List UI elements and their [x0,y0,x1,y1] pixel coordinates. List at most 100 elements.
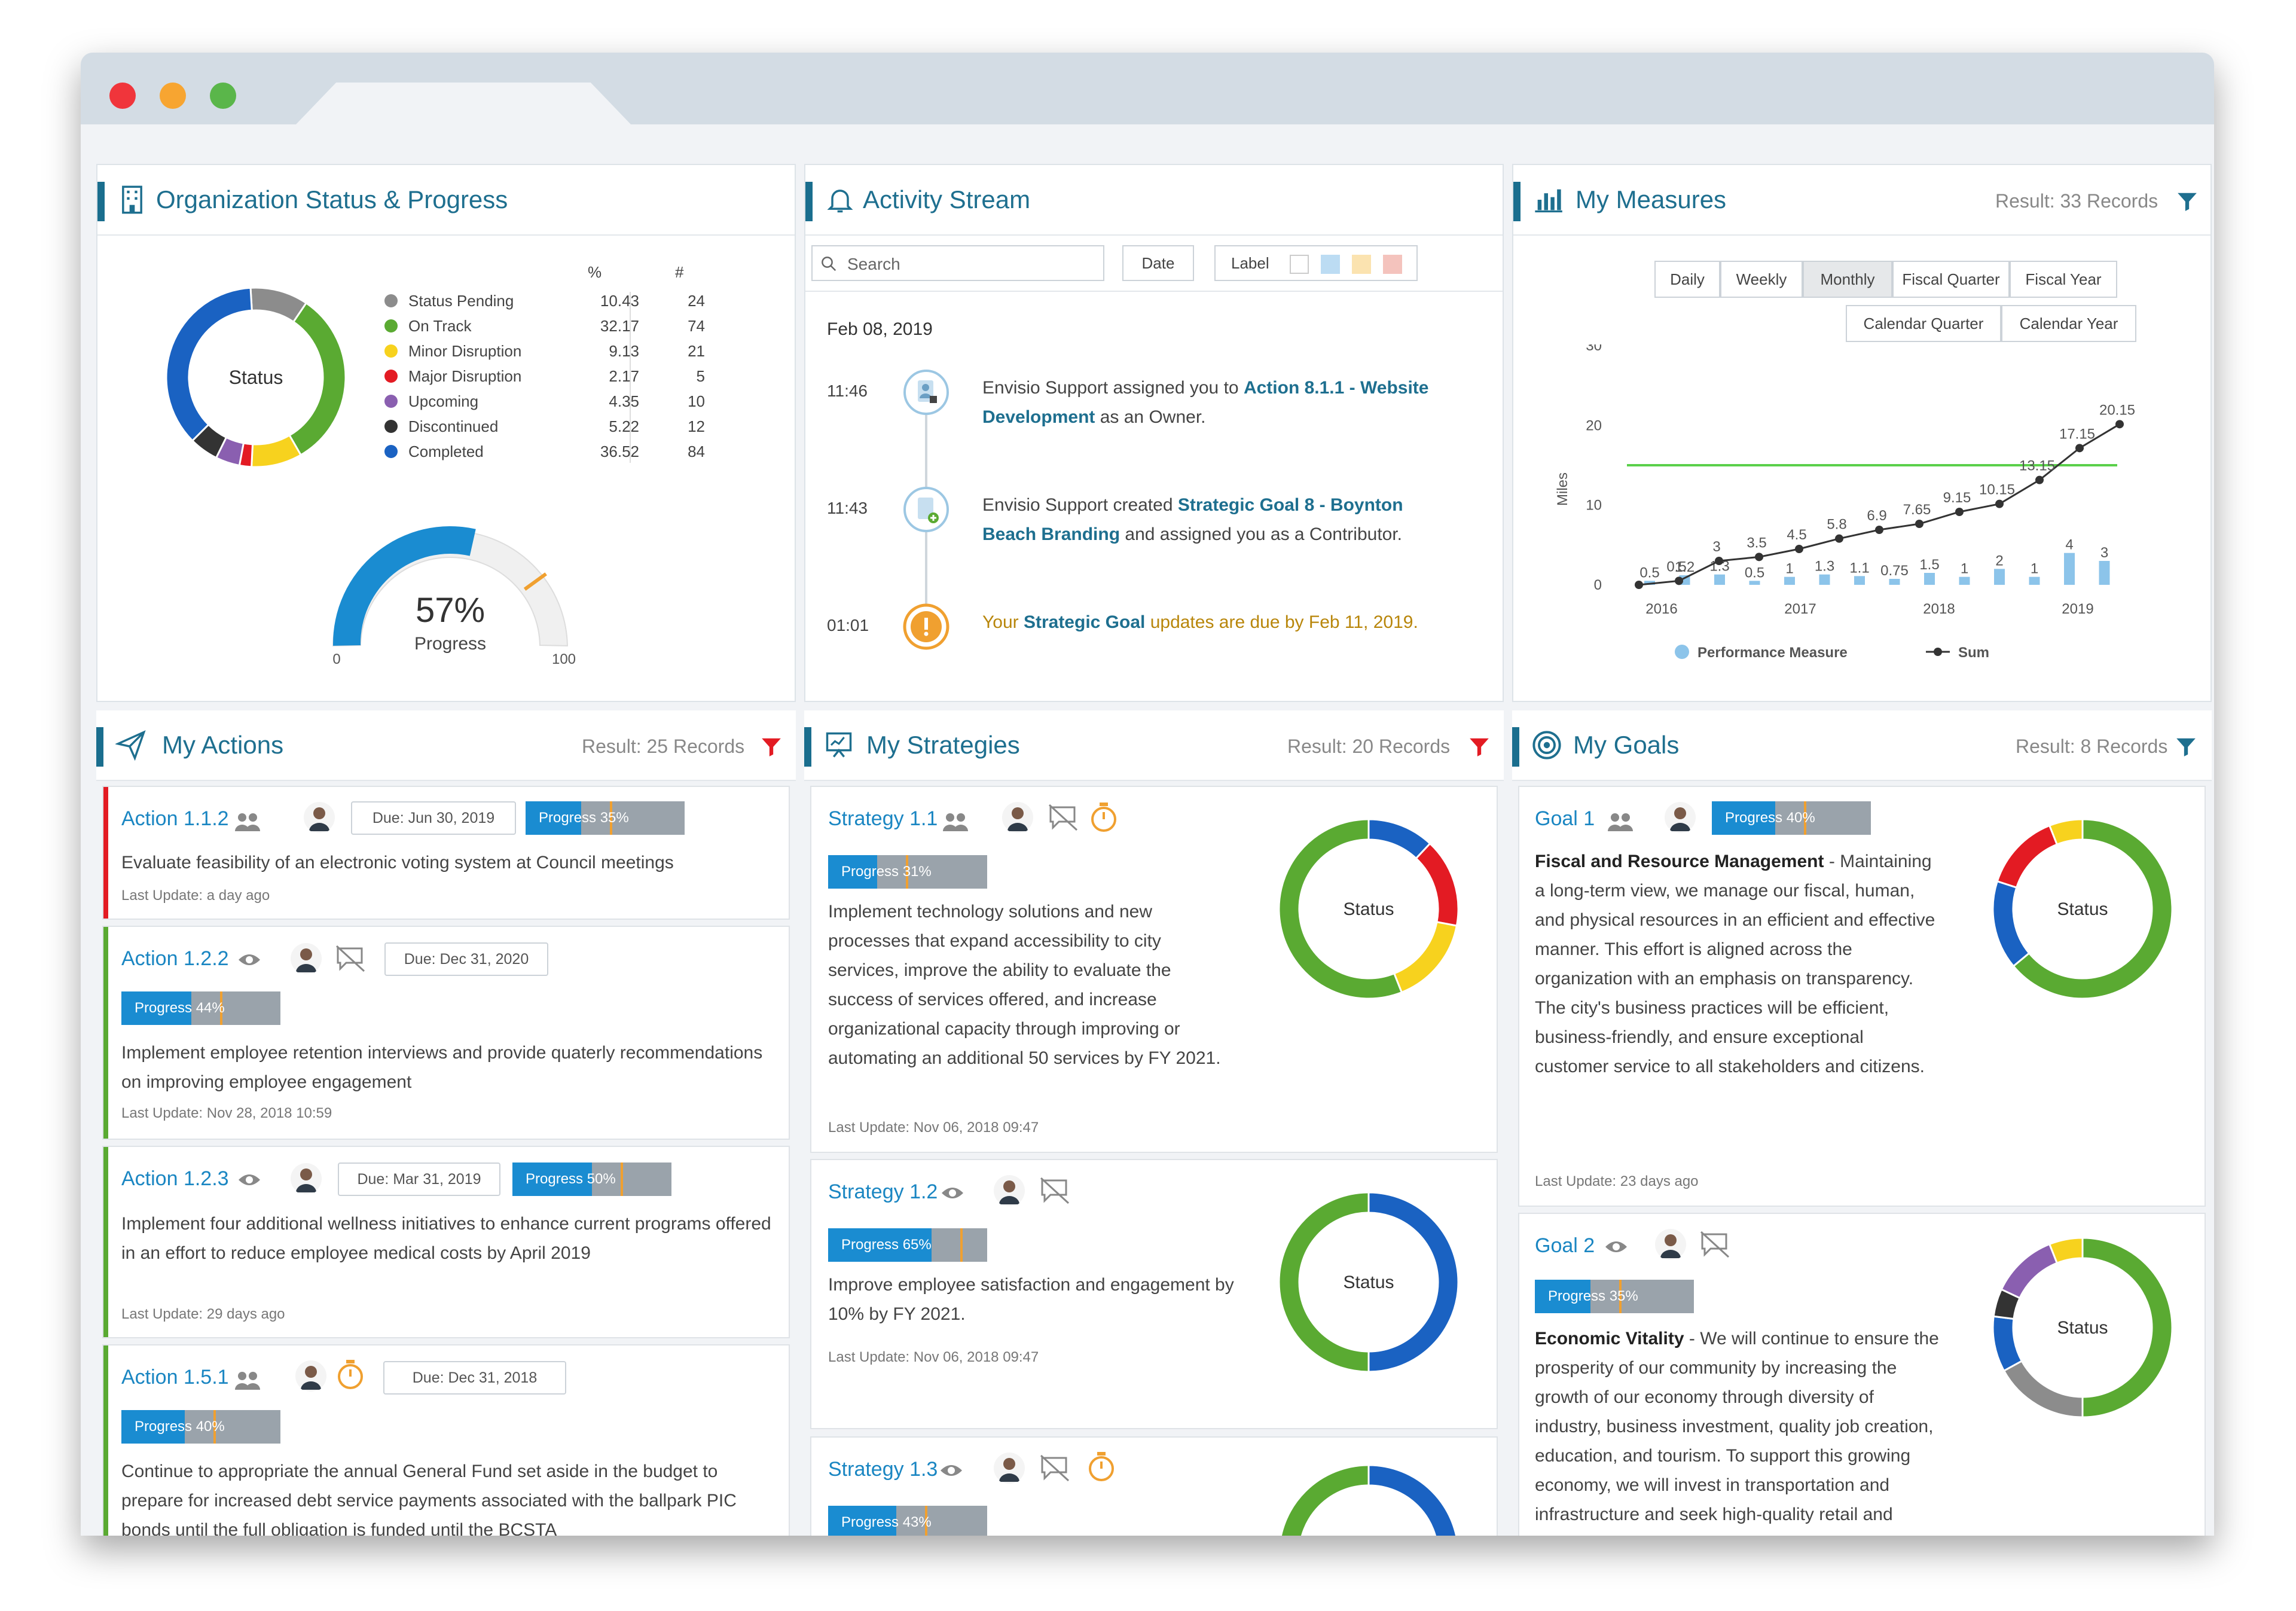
period-button-fiscal-quarter[interactable]: Fiscal Quarter [1892,261,2010,298]
avatar[interactable] [993,1452,1025,1484]
action-id-link[interactable]: Action 1.1.2 [121,807,229,830]
comments-disabled-icon[interactable] [1699,1231,1731,1258]
action-id-link[interactable]: Action 1.2.2 [121,947,229,970]
measure-bar[interactable] [2064,553,2075,585]
action-card[interactable]: Action 1.1.2 Due: Jun 30, 2019 Progress 35… [102,786,790,920]
status-donut[interactable]: Status [1993,819,2172,999]
sum-point[interactable] [1795,545,1803,553]
legend-row[interactable]: Discontinued 5.22 12 [384,415,719,439]
action-card[interactable]: Action 1.5.1 Due: Dec 31, 2018 Progress 40… [102,1344,790,1536]
strategy-id-link[interactable]: Strategy 1.1 [828,807,938,830]
sum-point[interactable] [1875,526,1883,534]
action-card[interactable]: Action 1.2.3 Due: Mar 31, 2019 Progress 50… [102,1146,790,1338]
strategy-card[interactable]: Strategy 1.1 Progress 31% Implement techno… [810,786,1498,1153]
sum-point[interactable] [1915,520,1923,528]
maximize-window-button[interactable] [210,83,236,109]
measure-bar[interactable] [1959,576,1970,585]
legend-row[interactable]: Major Disruption 2.17 5 [384,365,719,389]
status-donut[interactable]: Status [1279,1465,1458,1536]
action-id-link[interactable]: Action 1.5.1 [121,1366,229,1389]
status-donut[interactable]: Status [1993,1238,2172,1417]
sum-point[interactable] [2035,475,2044,484]
avatar[interactable] [993,1174,1025,1207]
strategy-id-link[interactable]: Strategy 1.2 [828,1180,938,1203]
sum-point[interactable] [1755,553,1763,562]
legend-row[interactable]: On Track 32.17 74 [384,315,719,338]
activity-link[interactable]: Action 8.1.1 - Website Development [982,378,1429,427]
measure-bar[interactable] [2029,576,2040,585]
measure-bar[interactable] [1714,574,1725,585]
avatar[interactable] [290,942,322,975]
period-button-calendar-year[interactable]: Calendar Year [2001,305,2136,342]
sum-point[interactable] [1835,534,1843,543]
measure-bar[interactable] [1784,576,1795,585]
activity-search-input[interactable]: Search [811,245,1104,281]
measure-bar[interactable] [1994,569,2005,585]
measure-bar[interactable] [1644,581,1655,585]
label-swatch-yellow[interactable] [1352,255,1371,274]
period-button-weekly[interactable]: Weekly [1720,261,1803,298]
period-button-monthly[interactable]: Monthly [1803,261,1892,298]
label-swatch-blue[interactable] [1321,255,1340,274]
avatar[interactable] [295,1360,327,1392]
measure-bar[interactable] [1819,574,1830,585]
avatar[interactable] [290,1163,322,1195]
eye-icon[interactable] [939,1462,963,1479]
avatar[interactable] [1664,801,1696,834]
eye-icon[interactable] [237,1171,261,1189]
sum-point[interactable] [1995,499,2004,508]
strategy-card[interactable]: Strategy 1.2 Progress 65% Improve employee… [810,1159,1498,1429]
minimize-window-button[interactable] [160,83,186,109]
status-donut[interactable]: Status [1279,819,1458,999]
label-swatch-white[interactable] [1290,255,1309,274]
strategy-card[interactable]: Strategy 1.3 Progress 43% Status [810,1436,1498,1536]
measure-bar[interactable] [1749,581,1760,585]
eye-icon[interactable] [1604,1238,1628,1256]
measure-bar[interactable] [2099,561,2110,585]
comments-disabled-icon[interactable] [1039,1454,1071,1482]
goal-card[interactable]: Goal 2 Progress 35% Economic Vitality - We… [1518,1213,2206,1536]
sum-point[interactable] [1955,508,1964,516]
goal-id-link[interactable]: Goal 2 [1535,1234,1595,1257]
filter-icon[interactable] [1468,736,1491,758]
sum-point[interactable] [2115,420,2124,429]
filter-icon[interactable] [760,736,783,758]
sum-point[interactable] [2075,444,2084,453]
date-filter-button[interactable]: Date [1122,245,1194,281]
label-swatch-red[interactable] [1383,255,1402,274]
legend-row[interactable]: Upcoming 4.35 10 [384,390,719,414]
activity-link[interactable]: Strategic Goal 8 - Boynton Beach Brandin… [982,495,1403,544]
org-donut-slice-6[interactable] [165,286,253,443]
comments-disabled-icon[interactable] [334,945,367,972]
measure-bar[interactable] [1854,576,1865,585]
filter-icon[interactable] [2176,190,2199,213]
strategy-id-link[interactable]: Strategy 1.3 [828,1458,938,1481]
measure-bar[interactable] [1889,579,1900,585]
avatar[interactable] [303,801,335,834]
filter-icon[interactable] [2175,736,2197,758]
comments-disabled-icon[interactable] [1039,1177,1071,1204]
close-window-button[interactable] [109,83,136,109]
label-filter-button[interactable]: Label [1214,245,1418,281]
sum-point[interactable] [1675,576,1683,585]
avatar[interactable] [1002,801,1034,834]
legend-pm-label[interactable]: Performance Measure [1697,645,1848,661]
browser-tab[interactable] [296,83,631,124]
goal-card[interactable]: Goal 1 Progress 40% Fiscal and Resource Ma… [1518,786,2206,1207]
period-button-calendar-quarter[interactable]: Calendar Quarter [1846,305,2001,342]
org-donut-slice-1[interactable] [288,301,347,456]
eye-icon[interactable] [237,951,261,969]
sum-point[interactable] [1715,557,1723,565]
legend-row[interactable]: Status Pending 10.43 24 [384,289,719,313]
status-donut[interactable]: Status [1279,1192,1458,1372]
legend-row[interactable]: Minor Disruption 9.13 21 [384,340,719,364]
legend-sum-label[interactable]: Sum [1958,645,1989,661]
comments-disabled-icon[interactable] [1047,804,1079,831]
avatar[interactable] [1654,1228,1687,1261]
period-button-daily[interactable]: Daily [1654,261,1720,298]
period-button-fiscal-year[interactable]: Fiscal Year [2010,261,2117,298]
sum-point[interactable] [1635,581,1643,589]
action-card[interactable]: Action 1.2.2 Due: Dec 31, 2020 Progress 44… [102,926,790,1140]
action-id-link[interactable]: Action 1.2.3 [121,1167,229,1190]
legend-row[interactable]: Completed 36.52 84 [384,440,719,464]
